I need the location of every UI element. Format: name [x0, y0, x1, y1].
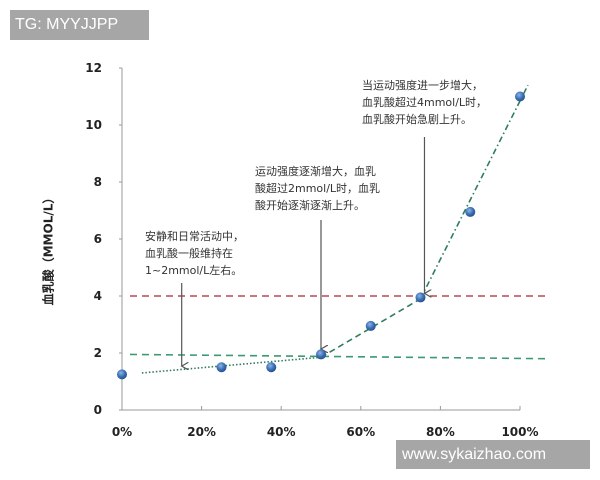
y-axis-label: 血乳酸（MMOL/L） — [41, 191, 56, 306]
data-point — [266, 362, 277, 373]
data-point — [415, 292, 426, 303]
data-point — [316, 349, 326, 360]
y-tick-label: 6 — [94, 232, 102, 246]
data-point — [365, 320, 376, 331]
x-tick-label: 100% — [501, 425, 538, 439]
data-point — [117, 369, 127, 380]
y-tick-label: 4 — [94, 289, 102, 303]
x-tick-label: 20% — [187, 425, 216, 439]
x-tick-label: 0% — [112, 425, 132, 439]
y-tick-label: 12 — [85, 61, 102, 75]
x-tick-label: 80% — [426, 425, 455, 439]
data-point — [465, 206, 476, 217]
y-tick-label: 10 — [85, 118, 102, 132]
watermark-bottom: www.sykaizhao.com — [396, 440, 590, 469]
trend-line — [141, 356, 322, 374]
y-tick-label: 0 — [94, 403, 102, 417]
x-tick-label: 40% — [267, 425, 296, 439]
annotation-resting: 安静和日常活动中， 血乳酸一般维持在 1~2mmol/L左右。 — [145, 230, 244, 277]
y-tick-label: 8 — [94, 175, 102, 189]
trend-line — [419, 84, 529, 300]
y-tick-label: 2 — [94, 346, 102, 360]
data-point — [515, 91, 525, 102]
reference-line — [129, 353, 546, 360]
x-tick-label: 60% — [346, 425, 375, 439]
data-point — [216, 362, 227, 373]
annotation-intense: 当运动强度进一步增大， 血乳酸超过4mmol/L时， 血乳酸开始急剧上升。 — [362, 79, 488, 126]
annotation-moderate: 运动强度逐渐增大，血乳 酸超过2mmol/L时，血乳 酸开始逐渐逐渐上升。 — [255, 165, 381, 212]
watermark-top: TG: MYYJJPP — [10, 10, 149, 40]
